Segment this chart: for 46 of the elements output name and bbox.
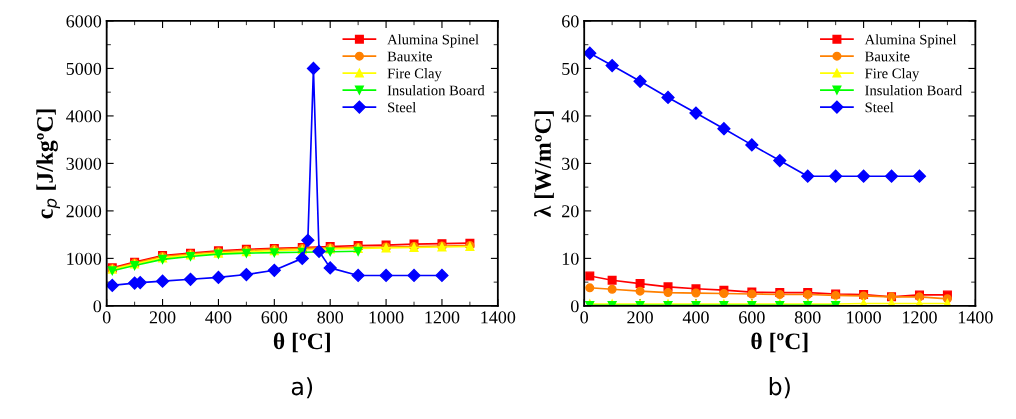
y-tick-label: 10 bbox=[562, 252, 579, 265]
y-tick-label: 50 bbox=[562, 62, 579, 75]
text: b) bbox=[769, 377, 790, 399]
y-tick-label: 3000 bbox=[66, 157, 102, 170]
y-axis-title: λ [W/mºC] bbox=[534, 111, 554, 218]
legend-label: Bauxite bbox=[387, 51, 432, 62]
x-tick-label: 800 bbox=[794, 311, 821, 324]
legend-label: Fire Clay bbox=[865, 68, 920, 82]
y-tick-label: 4000 bbox=[66, 110, 102, 123]
x-tick-label: 400 bbox=[682, 311, 709, 324]
y-tick-label: 0 bbox=[93, 300, 102, 313]
legend-label: Alumina Spinel bbox=[387, 34, 479, 48]
x-tick-label: 600 bbox=[261, 311, 288, 324]
x-tick-label: 1400 bbox=[481, 311, 516, 324]
legend-label: Insulation Board bbox=[865, 85, 963, 96]
y-tick-label: 40 bbox=[561, 110, 579, 123]
y-tick-label: 20 bbox=[562, 205, 579, 218]
x-tick-label: 800 bbox=[317, 311, 344, 324]
legend-label: Steel bbox=[865, 102, 894, 113]
legend-label: Steel bbox=[388, 102, 416, 113]
y-tick-label: 1000 bbox=[67, 252, 102, 265]
x-tick-label: 1200 bbox=[425, 311, 460, 324]
x-axis-title: θ [ºC] bbox=[751, 332, 808, 353]
x-tick-label: 1200 bbox=[903, 311, 937, 324]
legend-label: Bauxite bbox=[865, 51, 910, 62]
y-tick-label: 60 bbox=[562, 15, 579, 28]
y-tick-label: 0 bbox=[571, 300, 579, 313]
y-tick-label: 5000 bbox=[66, 62, 102, 75]
x-axis-title: θ [ºC] bbox=[273, 332, 330, 353]
legend-label: Insulation Board bbox=[387, 85, 485, 96]
x-tick-label: 1000 bbox=[847, 311, 881, 324]
legend-label: Alumina Spinel bbox=[864, 34, 957, 48]
x-tick-label: 1400 bbox=[958, 311, 993, 324]
y-tick-label: 30 bbox=[562, 157, 579, 170]
text: a) bbox=[291, 377, 313, 399]
x-tick-label: 1000 bbox=[369, 311, 404, 324]
x-tick-label: 0 bbox=[580, 311, 589, 324]
x-tick-label: 400 bbox=[205, 311, 232, 324]
x-tick-label: 600 bbox=[739, 311, 765, 324]
x-tick-label: 200 bbox=[149, 311, 176, 324]
legend-label: Fire Clay bbox=[387, 68, 442, 82]
x-tick-label: 0 bbox=[102, 311, 111, 324]
x-tick-label: 200 bbox=[627, 311, 653, 324]
y-axis-title: c$_{p}$ [J/kgºC] bbox=[36, 109, 60, 219]
y-tick-label: 6000 bbox=[66, 15, 102, 28]
y-tick-label: 2000 bbox=[66, 205, 102, 218]
